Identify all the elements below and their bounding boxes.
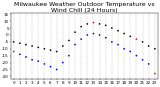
Point [25, 44, 27, 45]
Point [19, 43, 21, 44]
Point [123, 48, 125, 49]
Point [129, 51, 132, 52]
Point [117, 30, 119, 31]
Point [147, 63, 150, 65]
Point [55, 51, 58, 52]
Point [68, 55, 70, 56]
Point [37, 60, 40, 62]
Point [129, 36, 132, 37]
Point [98, 23, 101, 25]
Point [154, 48, 156, 49]
Point [104, 37, 107, 38]
Point [135, 55, 138, 56]
Point [12, 41, 15, 43]
Point [123, 33, 125, 34]
Point [31, 59, 33, 60]
Point [86, 23, 89, 25]
Point [37, 47, 40, 48]
Point [111, 27, 113, 29]
Point [12, 51, 15, 52]
Point [111, 41, 113, 43]
Point [61, 45, 64, 47]
Point [92, 22, 95, 23]
Point [19, 54, 21, 55]
Point [154, 73, 156, 74]
Point [43, 63, 46, 65]
Point [74, 31, 76, 33]
Point [147, 45, 150, 47]
Point [61, 62, 64, 63]
Title: Milwaukee Weather Outdoor Temperature vs Wind Chill (24 Hours): Milwaukee Weather Outdoor Temperature vs… [14, 2, 155, 13]
Point [117, 44, 119, 45]
Point [74, 44, 76, 45]
Point [135, 38, 138, 40]
Point [80, 26, 82, 27]
Point [141, 41, 144, 43]
Point [49, 66, 52, 67]
Point [80, 38, 82, 40]
Point [25, 56, 27, 58]
Point [86, 34, 89, 36]
Point [92, 33, 95, 34]
Point [55, 69, 58, 70]
Point [49, 49, 52, 51]
Point [98, 34, 101, 36]
Point [141, 59, 144, 60]
Point [68, 40, 70, 41]
Point [31, 45, 33, 47]
Point [43, 48, 46, 49]
Point [104, 25, 107, 26]
